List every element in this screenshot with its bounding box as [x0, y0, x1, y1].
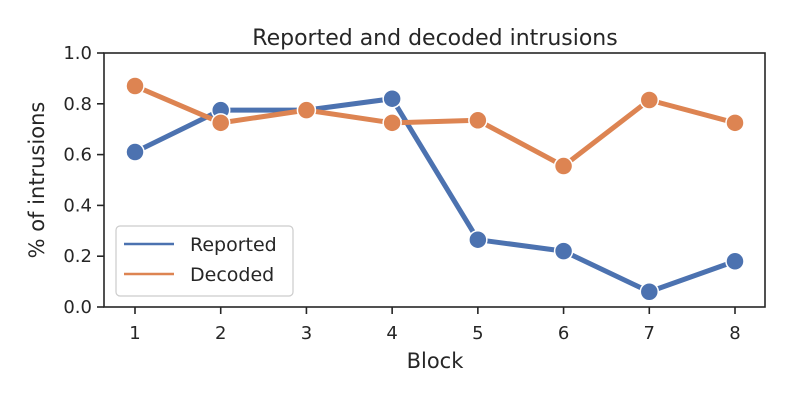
series-line-decoded — [132, 83, 738, 169]
data-point-reported — [125, 142, 145, 162]
plot-frame — [103, 52, 766, 308]
data-point-decoded — [210, 113, 231, 133]
data-point-reported — [382, 88, 402, 109]
y-tick-label: 1.0 — [63, 43, 92, 64]
data-point-decoded — [296, 100, 317, 120]
x-tick-label: 2 — [215, 323, 226, 344]
data-point-decoded — [553, 156, 574, 176]
x-tick-label: 5 — [472, 323, 483, 344]
x-tick-label: 3 — [301, 323, 312, 344]
data-point-decoded — [125, 76, 145, 96]
y-tick-label: 0.4 — [63, 195, 92, 216]
data-point-decoded — [382, 113, 402, 133]
legend: Reported Decoded — [115, 225, 294, 297]
y-tick-label: 0.0 — [63, 297, 92, 318]
data-point-reported — [639, 282, 660, 302]
x-axis-label: Block — [407, 349, 465, 373]
x-tick-label: 8 — [729, 323, 740, 344]
x-tick-label: 1 — [129, 323, 140, 344]
legend-label: Reported — [190, 234, 277, 256]
legend-label: Decoded — [190, 264, 274, 286]
data-point-decoded — [468, 110, 488, 131]
y-tick-label: 0.6 — [63, 145, 92, 166]
y-tick-label: 0.8 — [63, 94, 92, 115]
data-point-reported — [468, 229, 488, 250]
x-tick-label: 7 — [644, 323, 655, 344]
data-point-reported — [553, 241, 574, 261]
data-point-decoded — [725, 113, 745, 133]
x-tick-label: 4 — [386, 323, 397, 344]
chart-title: Reported and decoded intrusions — [252, 26, 617, 51]
series-group — [125, 76, 745, 302]
y-tick-label: 0.2 — [63, 246, 92, 267]
series-line-reported — [132, 96, 738, 295]
x-tick-label: 6 — [558, 323, 569, 344]
data-point-reported — [725, 251, 745, 272]
axis-ticks: 1 2 3 4 5 6 7 8 0.0 0.2 0.4 0.6 0.8 1.0 — [63, 43, 740, 344]
y-axis-label: % of intrusions — [25, 102, 49, 259]
data-point-decoded — [639, 90, 660, 110]
